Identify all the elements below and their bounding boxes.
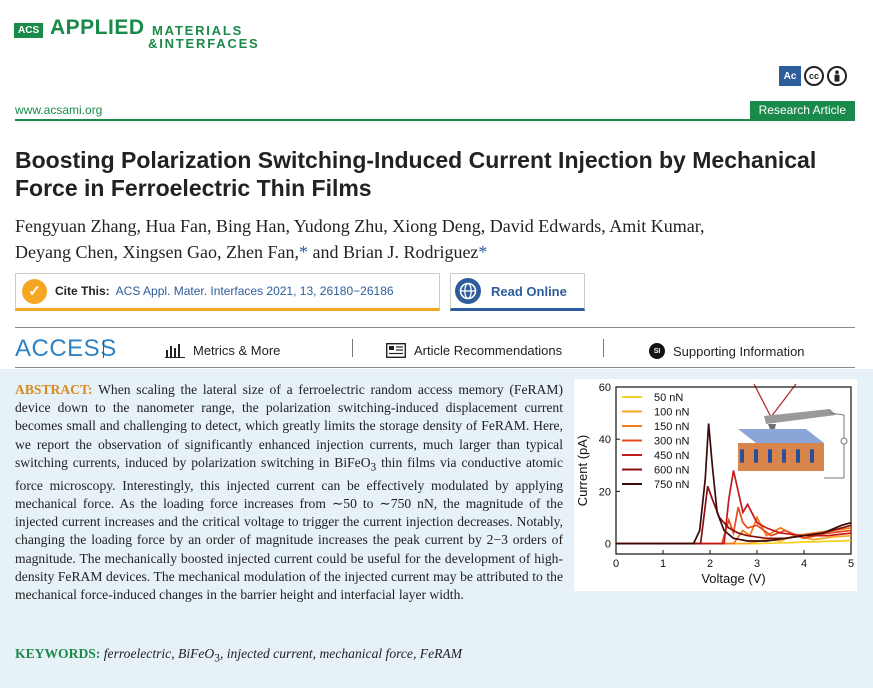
article-title: Boosting Polarization Switching-Induced … xyxy=(15,147,817,201)
acs-badge: ACS xyxy=(14,23,44,38)
legend-label: 50 nN xyxy=(654,392,683,404)
si-icon: SI xyxy=(649,343,665,359)
abstract-body-2: thin films via conductive atomic force m… xyxy=(15,454,563,602)
x-tick-label: 4 xyxy=(801,558,807,570)
logo-applied: APPLIED xyxy=(50,16,145,39)
logo-materials: MATERIALS xyxy=(152,23,244,38)
cite-label: Cite This: xyxy=(55,284,110,298)
tab-separator-2 xyxy=(603,339,604,357)
keywords-line: KEYWORDS: ferroelectric, BiFeO3, injecte… xyxy=(15,645,563,668)
x-tick-label: 1 xyxy=(660,558,666,570)
abstract-subscript: 3 xyxy=(370,461,377,474)
toc-graphic[interactable]: 0 1 2 3 4 5 0 20 40 60 Voltage (V) Current (pA) 50 n… xyxy=(574,379,857,591)
series-line-150-nN xyxy=(616,515,852,545)
legend-label: 150 nN xyxy=(654,421,690,433)
legend-label: 750 nN xyxy=(654,479,690,491)
keyword-2b: , xyxy=(219,646,224,661)
article-type-badge: Research Article xyxy=(749,101,855,119)
journal-logo[interactable]: ACS APPLIED MATERIALS &INTERFACES xyxy=(14,14,284,54)
keyword-3[interactable]: injected current, mechanical force, FeRA… xyxy=(226,646,463,661)
series-line-750-nN xyxy=(616,423,852,545)
legend-label: 450 nN xyxy=(654,450,690,462)
article-icon xyxy=(386,343,406,358)
x-tick-label: 2 xyxy=(707,558,713,570)
series-line-300-nN xyxy=(616,506,852,545)
keyword-2-subscript: 3 xyxy=(214,652,220,665)
legend-label: 600 nN xyxy=(654,465,690,477)
tab-separator-1 xyxy=(352,339,353,357)
x-tick-label: 0 xyxy=(613,558,619,570)
tab-metrics[interactable]: Metrics & More xyxy=(165,343,280,358)
legend-label: 100 nN xyxy=(654,407,690,419)
globe-icon xyxy=(455,278,481,304)
keyword-1[interactable]: ferroelectric, xyxy=(103,646,175,661)
corresponding-author-mark-2[interactable]: * xyxy=(478,242,488,262)
corresponding-author-mark[interactable]: * xyxy=(298,242,308,262)
creative-commons-icon[interactable]: cc xyxy=(804,66,824,86)
plot-frame xyxy=(615,386,852,555)
read-online-label: Read Online xyxy=(491,283,567,299)
tab-recommendations-label: Article Recommendations xyxy=(414,343,563,358)
tab-recommendations[interactable]: Article Recommendations xyxy=(386,343,562,358)
access-heading: ACCESS xyxy=(15,335,117,362)
keyword-2a[interactable]: BiFeO xyxy=(178,646,215,661)
cite-this-box[interactable]: ✓ Cite This: ACS Appl. Mater. Interfaces… xyxy=(15,273,440,311)
authors-line-2a: Deyang Chen, Xingsen Gao, Zhen Fan, xyxy=(15,242,299,262)
current-voltage-chart: 0 1 2 3 4 5 0 20 40 60 Voltage (V) Current (pA) 50 n… xyxy=(575,382,854,586)
y-axis-label: Current (pA) xyxy=(575,435,590,507)
y-tick-label: 40 xyxy=(599,434,611,446)
x-tick-label: 3 xyxy=(754,558,760,570)
journal-url[interactable]: www.acsami.org xyxy=(15,103,103,117)
person-icon xyxy=(834,70,840,82)
x-axis-label: Voltage (V) xyxy=(701,571,765,586)
acs-authorchoice-icon[interactable]: Ac xyxy=(779,66,801,86)
tab-supporting-info[interactable]: SI Supporting Information xyxy=(649,343,805,359)
x-tick-label: 5 xyxy=(848,558,854,570)
attribution-icon[interactable] xyxy=(827,66,847,86)
bar-chart-icon xyxy=(165,343,185,358)
authors-line-2b: and Brian J. Rodriguez xyxy=(307,242,479,262)
afm-schematic-illustration xyxy=(738,383,848,479)
y-tick-label: 60 xyxy=(599,382,611,394)
access-bottom-rule xyxy=(15,367,855,368)
logo-interfaces: &INTERFACES xyxy=(148,36,260,51)
abstract-text: ABSTRACT: When scaling the lateral size … xyxy=(15,381,563,604)
series-line-50-nN xyxy=(616,539,852,545)
access-separator xyxy=(103,340,104,358)
access-top-rule xyxy=(15,327,855,328)
legend-label: 300 nN xyxy=(654,436,690,448)
read-online-button[interactable]: Read Online xyxy=(450,273,585,311)
author-list: Fengyuan Zhang, Hua Fan, Bing Han, Yudon… xyxy=(15,213,855,265)
abstract-heading: ABSTRACT: xyxy=(15,382,93,397)
open-access-icons: Ac cc xyxy=(779,66,847,86)
authors-line-1: Fengyuan Zhang, Hua Fan, Bing Han, Yudon… xyxy=(15,216,705,236)
y-tick-label: 0 xyxy=(605,539,611,551)
tab-supporting-label: Supporting Information xyxy=(673,343,805,359)
tab-metrics-label: Metrics & More xyxy=(193,343,281,358)
keywords-heading: KEYWORDS: xyxy=(15,646,101,661)
y-tick-label: 20 xyxy=(599,486,611,498)
header-divider xyxy=(15,119,855,121)
citation-reference[interactable]: ACS Appl. Mater. Interfaces 2021, 13, 26… xyxy=(115,284,394,298)
abstract-body-1: When scaling the lateral size of a ferro… xyxy=(15,382,563,470)
checkmark-icon: ✓ xyxy=(22,278,47,304)
